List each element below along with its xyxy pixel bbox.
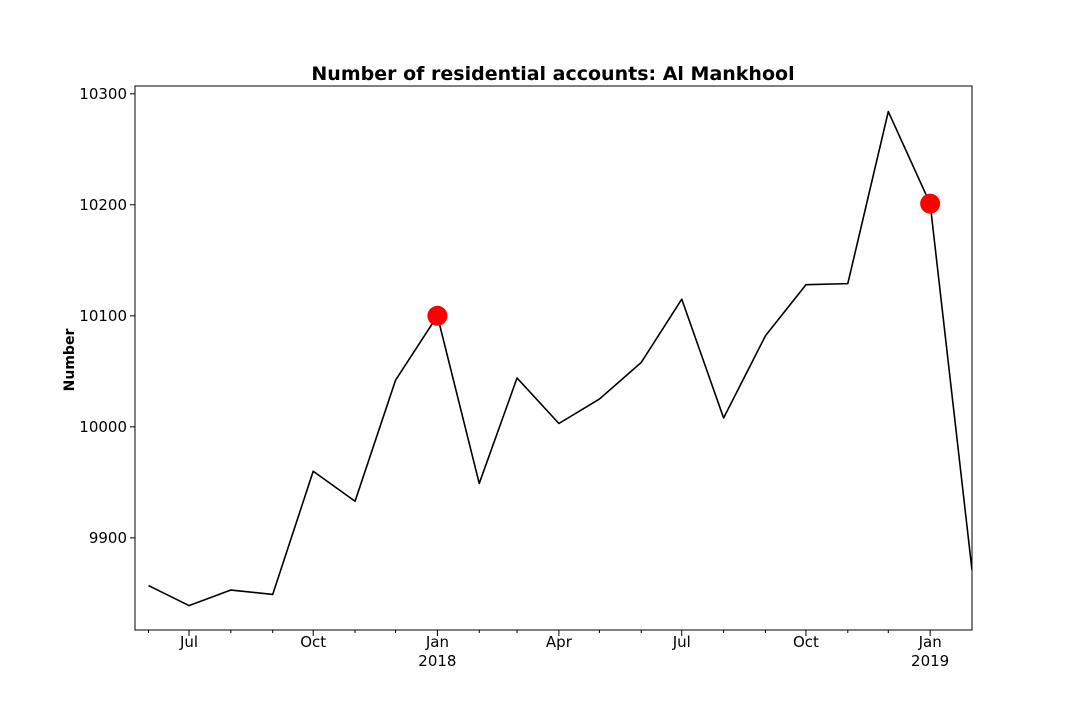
y-tick-label: 10200	[79, 196, 127, 214]
y-axis-label: Number	[62, 329, 78, 392]
plot-frame	[134, 85, 973, 631]
y-tick-label: 10000	[79, 418, 127, 436]
x-tick-label: Jan	[918, 633, 942, 651]
y-tick-label: 10300	[79, 85, 127, 103]
y-axis: 9900 10000 10100 10200 10300	[79, 85, 135, 547]
highlight-marker	[920, 193, 941, 214]
x-tick-label: Oct	[793, 633, 819, 651]
chart-title: Number of residential accounts: Al Mankh…	[311, 63, 794, 85]
x-tick-year-label: 2018	[418, 652, 456, 670]
x-tick-label: Jan	[425, 633, 449, 651]
highlight-marker	[427, 305, 448, 326]
plot-area	[148, 110, 972, 607]
x-tick-label: Jul	[179, 633, 198, 651]
x-tick-label: Oct	[300, 633, 326, 651]
y-tick-label: 9900	[89, 529, 127, 547]
x-tick-label: Jul	[672, 633, 691, 651]
series-line	[148, 110, 972, 607]
series-group	[148, 110, 972, 607]
x-tick-label: Apr	[546, 633, 573, 651]
y-tick-label: 10100	[79, 307, 127, 325]
x-tick-year-label: 2019	[911, 652, 949, 670]
